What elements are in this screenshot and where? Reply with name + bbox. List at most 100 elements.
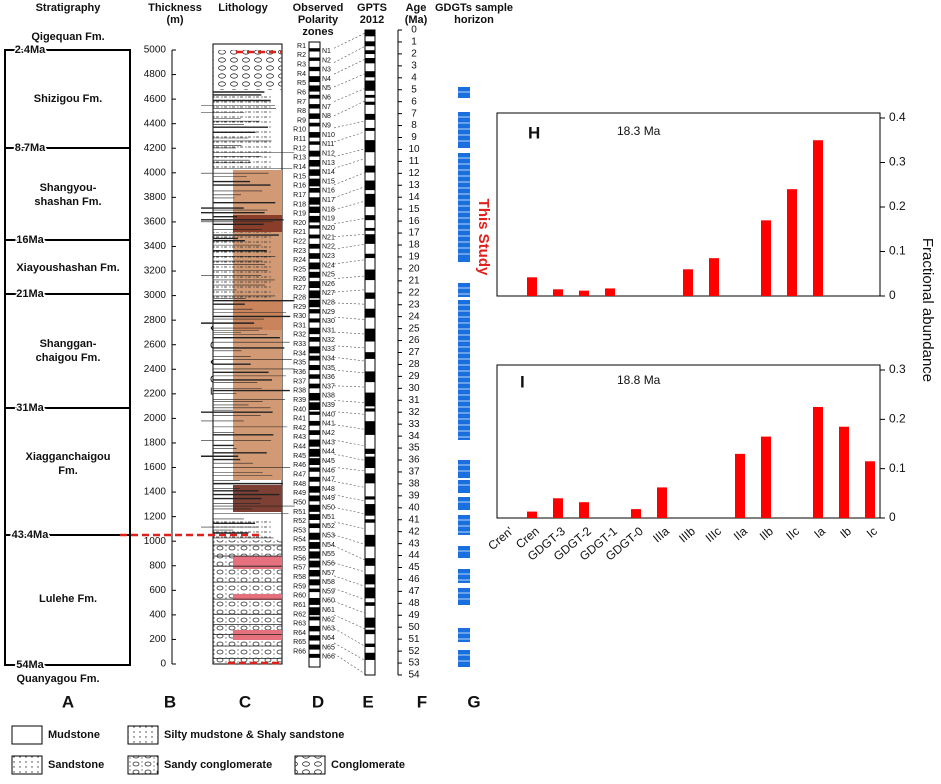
correlation [333,200,366,210]
label: 4400 [144,118,167,129]
gpts-block [365,80,375,91]
correlation [333,32,366,49]
gpts-block [365,253,375,259]
correlation [333,506,366,515]
correlation [333,289,366,293]
label: 34 [408,431,420,442]
y-tick-label: 0.1 [889,461,906,475]
label: R6 [297,89,306,96]
label: R3 [297,61,306,68]
bar [813,140,823,296]
gpts-block [365,127,375,131]
label: Polarity [298,14,339,26]
normal-block [309,113,320,119]
normal-block [309,132,320,138]
label: N49 [322,495,335,502]
label: Qigequan Fm. [31,31,104,43]
chart-frame [496,364,881,519]
label: N5 [322,85,331,92]
normal-block [309,448,320,457]
label: 4000 [144,167,167,178]
label: zones [302,26,333,38]
correlation [333,172,366,186]
normal-block [309,486,320,493]
normal-block [309,495,320,502]
normal-block [309,160,320,167]
label: 47 [408,586,420,597]
label: N34 [322,355,335,362]
label: 25 [408,323,420,334]
label: N13 [322,160,335,167]
label: N39 [322,402,335,409]
correlation [333,628,366,647]
label: 28 [408,359,420,370]
label: N10 [322,132,335,139]
label: R17 [293,192,306,199]
label: R8 [297,108,306,115]
label: C [239,692,251,711]
label: 0 [411,25,417,36]
normal-block [309,309,320,314]
correlation [333,120,366,129]
label: N15 [322,178,335,185]
legend-swatch [294,755,326,775]
label: R55 [293,546,306,553]
sample [458,87,470,98]
label: 1200 [144,511,167,522]
label: Observed [293,2,344,14]
gpts-block [365,558,375,566]
label: N37 [322,383,335,390]
lith-cong [213,50,282,90]
label: 3200 [144,266,167,277]
label: R36 [293,369,306,376]
sample [458,480,470,493]
label: horizon [454,14,494,26]
gpts-block [365,50,375,55]
gpts-block [365,587,375,599]
label: Age [406,2,427,14]
normal-block [309,644,320,650]
label: 51 [408,634,420,645]
label: R41 [293,416,306,423]
label: 31 [408,395,420,406]
normal-block [309,467,320,472]
label: Quanyagou Fm. [16,673,99,685]
normal-block [309,178,320,187]
label: N38 [322,393,335,400]
label: R45 [293,453,306,460]
gpts-block [365,193,375,207]
label: 8.7Ma [15,142,46,154]
label: 23 [408,299,420,310]
label: R35 [293,360,306,367]
label: R48 [293,481,306,488]
bar [579,502,589,518]
label: R29 [293,304,306,311]
legend-swatch [127,725,159,745]
label: (Ma) [405,14,428,26]
label: N33 [322,346,335,353]
label: N27 [322,290,335,297]
normal-block [309,197,320,205]
gpts-block [365,227,375,231]
label: 29 [408,371,420,382]
normal-block [309,318,320,323]
panel-letter: I [520,372,525,391]
label: R52 [293,518,306,525]
label: N50 [322,505,335,512]
correlation [333,345,366,349]
label: 3600 [144,217,167,228]
label: 800 [149,560,166,571]
label: N19 [322,216,335,223]
x-tick-label: Ia [811,524,828,541]
bar [761,220,771,296]
bar [839,426,849,518]
gpts-block [365,652,375,660]
label: 39 [408,490,420,501]
correlation [333,218,366,225]
label: N31 [322,328,335,335]
label: 44 [408,550,420,561]
lith-band [233,300,282,330]
label: N46 [322,467,335,474]
sample [458,650,470,667]
label: N35 [322,365,335,372]
